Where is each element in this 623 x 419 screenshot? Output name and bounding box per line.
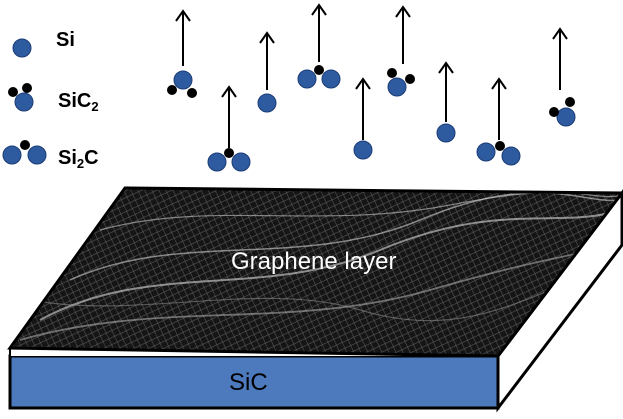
up-arrow-icon	[259, 31, 275, 90]
sic2-molecule	[167, 70, 197, 98]
up-arrow-icon	[175, 9, 191, 66]
desorbing-species	[167, 3, 576, 172]
up-arrow-icon	[491, 77, 507, 140]
legend-si-atom	[12, 38, 32, 58]
up-arrow-icon	[355, 77, 371, 140]
up-arrow-icon	[395, 5, 411, 64]
sic2-molecule	[549, 97, 576, 127]
si-atom	[257, 93, 277, 113]
up-arrow-icon	[311, 3, 327, 62]
up-arrow-icon	[552, 27, 568, 90]
si-atom	[353, 140, 373, 160]
si2c-molecule	[207, 148, 251, 172]
legend-label-si2c: Si2C	[58, 147, 99, 171]
si2c-molecule	[297, 65, 341, 89]
sic-block	[7, 186, 623, 413]
substrate-front-face	[8, 354, 500, 410]
up-arrow-icon	[221, 85, 237, 148]
legend-si2c-molecule	[2, 140, 47, 165]
substrate-label: SiC	[229, 369, 268, 396]
sic2-molecule	[387, 68, 415, 97]
up-arrow-icon	[438, 61, 454, 122]
legend-sic2-molecule	[8, 83, 34, 112]
si-atom	[436, 123, 456, 143]
graphene-layer	[7, 186, 623, 358]
graphene-layer-label: Graphene layer	[231, 248, 397, 275]
legend-label-si: Si	[56, 29, 75, 51]
legend-label-sic2: SiC2	[58, 90, 99, 114]
si2c-molecule	[476, 141, 521, 166]
